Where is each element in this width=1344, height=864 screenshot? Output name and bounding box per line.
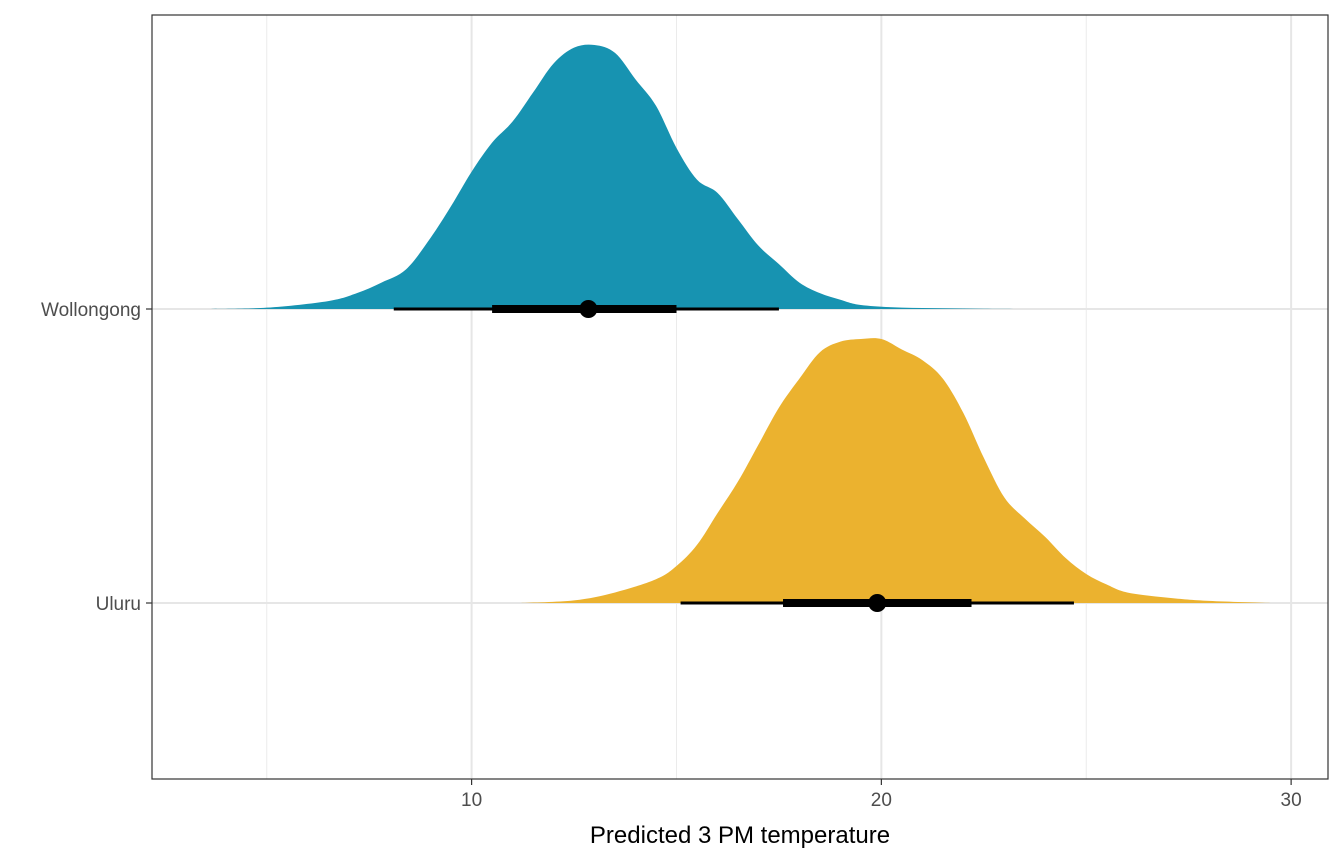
x-axis-title: Predicted 3 PM temperature [590, 822, 890, 849]
x-tick-label: 30 [1281, 790, 1302, 811]
axes: 10 20 30 Wollongong Uluru [41, 300, 1302, 811]
interval-bars [393, 300, 1074, 612]
density-wollongong [209, 44, 1025, 310]
x-tick-label: 10 [461, 790, 482, 811]
density-uluru [520, 338, 1271, 603]
point-estimate-wollongong [579, 300, 598, 318]
plot-background [152, 15, 1328, 779]
y-tick-label: Uluru [96, 594, 141, 615]
point-estimate-uluru [868, 594, 887, 612]
x-tick-label: 20 [871, 790, 892, 811]
density-areas [209, 44, 1271, 603]
plot-border [151, 14, 1329, 780]
y-tick-label: Wollongong [41, 300, 141, 321]
